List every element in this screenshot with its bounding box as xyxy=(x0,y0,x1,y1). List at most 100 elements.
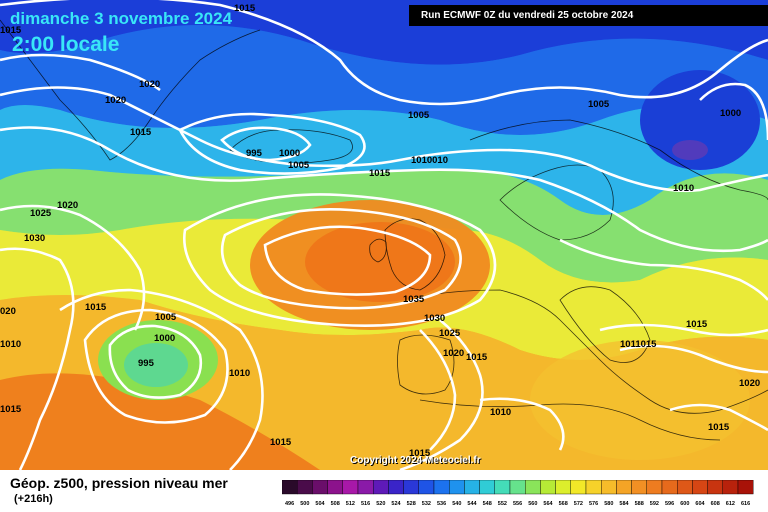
legend-tick-label: 552 xyxy=(498,501,507,507)
isobar-label: 1015 xyxy=(130,127,152,138)
legend-tick-label: 516 xyxy=(361,501,370,507)
isobar-label: 1000 xyxy=(279,148,300,159)
isobar-label: 1000 xyxy=(154,333,175,344)
legend-swatch xyxy=(722,480,739,495)
legend-swatch xyxy=(282,480,298,495)
isobar-label: 1010010 xyxy=(411,155,448,166)
isobar-label: 1000 xyxy=(720,108,741,119)
legend-swatch xyxy=(296,480,313,495)
weather-map: 1015 1015 1020 1020 1015 995 1000 1005 1… xyxy=(0,0,768,470)
isobar-label: 995 xyxy=(246,148,263,159)
isobar-label: 995 xyxy=(138,358,155,369)
copyright-text: Copyright 2024 Meteociel.fr xyxy=(350,455,481,466)
legend-tick-label: 588 xyxy=(635,501,644,507)
isobar-label: 1020 xyxy=(739,378,760,389)
legend-tick-label: 524 xyxy=(391,501,401,507)
isobar-label: 1020 xyxy=(105,95,126,106)
legend-swatch xyxy=(692,480,708,495)
isobar-label: 020 xyxy=(0,306,16,317)
legend-tick-label: 500 xyxy=(300,501,309,507)
isobar-label: 1025 xyxy=(30,208,52,219)
legend-tick-label: 520 xyxy=(376,501,385,507)
legend-swatch xyxy=(403,480,419,495)
legend-tick-label: 596 xyxy=(665,501,674,507)
legend-swatch xyxy=(646,480,663,495)
legend-tick-label: 568 xyxy=(559,501,568,507)
legend-swatch xyxy=(418,480,435,495)
legend-swatch xyxy=(524,480,541,495)
legend-tick-label: 560 xyxy=(528,501,537,507)
isobar-label: 1010 xyxy=(229,368,250,379)
legend-swatch xyxy=(327,480,343,495)
legend-tick-label: 616 xyxy=(741,501,750,507)
chart-title: Géop. z500, pression niveau mer xyxy=(10,475,228,491)
legend-tick-label: 612 xyxy=(726,501,735,507)
legend-swatch xyxy=(555,480,572,495)
legend-swatch xyxy=(509,480,526,495)
legend-tick-label: 528 xyxy=(407,501,416,507)
color-scale-legend: 496 500 504 508 512 516 520 524 528 532 536 540 544 5… xyxy=(282,480,754,507)
isobar-label: 1005 xyxy=(288,160,310,171)
isobars xyxy=(0,0,768,470)
legend-tick-label: 592 xyxy=(650,501,659,507)
isobar-label: 1015 xyxy=(369,168,391,179)
isobar-label: 1020 xyxy=(139,79,160,90)
legend-swatch xyxy=(540,480,556,495)
legend-swatch xyxy=(601,480,617,495)
legend-swatch xyxy=(342,480,359,495)
isobar-label: 1015 xyxy=(85,302,107,313)
legend-swatch xyxy=(631,480,648,495)
legend-swatch xyxy=(312,480,328,495)
legend-tick-label: 504 xyxy=(315,501,325,507)
legend-tick-label: 584 xyxy=(619,501,629,507)
legend-swatch xyxy=(570,480,587,495)
forecast-date: dimanche 3 novembre 2024 xyxy=(10,9,233,28)
legend-tick-label: 548 xyxy=(483,501,492,507)
isobar-label: 1035 xyxy=(403,294,425,305)
legend-tick-label: 576 xyxy=(589,501,598,507)
legend-tick-label: 608 xyxy=(711,501,720,507)
isobar-labels: 1015 1015 1020 1020 1015 995 1000 1005 1… xyxy=(0,3,760,459)
legend-swatch xyxy=(585,480,602,495)
isobar-label: 1015 xyxy=(708,422,730,433)
legend-swatch xyxy=(707,480,724,495)
legend-tick-label: 496 xyxy=(285,501,294,507)
isobar-label: 1005 xyxy=(588,99,610,110)
legend-swatch xyxy=(494,480,511,495)
isobar-label: 1020 xyxy=(57,200,78,211)
isobar-label: 1015 xyxy=(234,3,256,14)
isobar-label: 1010 xyxy=(673,183,694,194)
isobar-label: 1025 xyxy=(439,328,461,339)
legend-swatch xyxy=(479,480,496,495)
legend-tick-label: 604 xyxy=(695,501,705,507)
legend-swatch xyxy=(464,480,480,495)
legend-tick-label: 532 xyxy=(422,501,431,507)
legend-swatch xyxy=(677,480,693,495)
isobar-label: 1015 xyxy=(686,319,708,330)
forecast-time: 2:00 locale xyxy=(12,33,120,56)
map-graphics: 1015 1015 1020 1020 1015 995 1000 1005 1… xyxy=(0,0,768,470)
legend-tick-label: 536 xyxy=(437,501,446,507)
isobar-label: 1010 xyxy=(490,407,511,418)
isobar-label: 1030 xyxy=(24,233,45,244)
legend-tick-label: 512 xyxy=(346,501,355,507)
isobar-label: 1020 xyxy=(443,348,464,359)
isobar-label: 1015 xyxy=(0,404,22,415)
isobar-label: 1015 xyxy=(270,437,292,448)
isobar-label: 1010 xyxy=(0,339,21,350)
legend-swatch xyxy=(448,480,465,495)
run-info-banner: Run ECMWF 0Z du vendredi 25 octobre 2024 xyxy=(409,5,768,26)
isobar-label: 1030 xyxy=(424,313,445,324)
legend-swatch xyxy=(616,480,632,495)
legend-tick-label: 540 xyxy=(452,501,461,507)
legend-tick-label: 580 xyxy=(604,501,613,507)
isobar-label: 1015 xyxy=(409,448,431,459)
legend-tick-label: 508 xyxy=(331,501,340,507)
footer: Géop. z500, pression niveau mer (+216h) … xyxy=(0,470,768,512)
isobar-label: 1005 xyxy=(155,312,177,323)
legend-tick-label: 600 xyxy=(680,501,689,507)
isobar-label: 1015 xyxy=(466,352,488,363)
forecast-lead-time: (+216h) xyxy=(14,493,53,505)
legend-tick-label: 564 xyxy=(543,501,553,507)
legend-swatch xyxy=(372,480,389,495)
